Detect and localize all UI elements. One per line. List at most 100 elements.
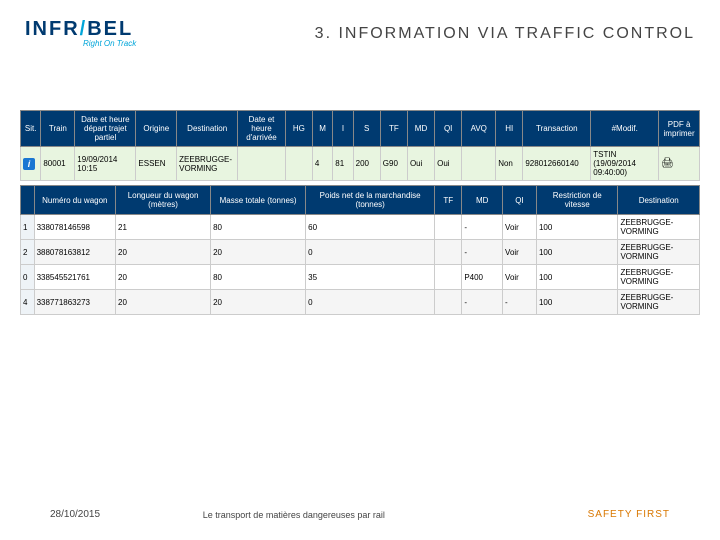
wc-tf [435, 265, 462, 290]
wc-mass: 80 [211, 215, 306, 240]
wc-mass: 20 [211, 290, 306, 315]
hi-cell: Non [496, 147, 523, 181]
wc-dest: ZEEBRUGGE-VORMING [618, 265, 700, 290]
wc-len: 21 [116, 215, 211, 240]
logo-part1: INFR [25, 18, 80, 40]
wc-speed: 100 [536, 265, 617, 290]
qi-cell: Oui [435, 147, 462, 181]
wc-dest: ZEEBRUGGE-VORMING [618, 215, 700, 240]
wagon-row[interactable]: 1 338078146598 21 80 60 - Voir 100 ZEEBR… [21, 215, 700, 240]
wth-n [21, 186, 35, 215]
wc-mass: 80 [211, 265, 306, 290]
wc-md: - [462, 290, 503, 315]
tables-container: Sit. Train Date et heure départ trajet p… [20, 110, 700, 315]
slide: INFR/BEL Right On Track 3. INFORMATION V… [0, 0, 720, 540]
logo-tagline: Right On Track [83, 39, 136, 48]
logo: INFR/BEL Right On Track [25, 18, 136, 48]
th-trans: Transaction [523, 111, 591, 147]
wc-tf [435, 240, 462, 265]
wagon-row[interactable]: 2 388078163812 20 20 0 - Voir 100 ZEEBRU… [21, 240, 700, 265]
th-hg: HG [285, 111, 312, 147]
wc-md: - [462, 240, 503, 265]
wc-net: 0 [306, 290, 435, 315]
th-tf: TF [380, 111, 407, 147]
th-sit: Sit. [21, 111, 41, 147]
wc-wagon: 388078163812 [34, 240, 115, 265]
train-table-head: Sit. Train Date et heure départ trajet p… [21, 111, 700, 147]
dep-cell: 19/09/2014 10:15 [75, 147, 136, 181]
arr-cell [238, 147, 286, 181]
wc-qi[interactable]: Voir [503, 265, 537, 290]
s-cell: 200 [353, 147, 380, 181]
wc-speed: 100 [536, 240, 617, 265]
wc-tf [435, 290, 462, 315]
wagon-table-head: Numéro du wagon Longueur du wagon (mètre… [21, 186, 700, 215]
m-cell: 4 [312, 147, 332, 181]
wc-len: 20 [116, 290, 211, 315]
footer: 28/10/2015 Le transport de matières dang… [0, 509, 720, 520]
th-m: M [312, 111, 332, 147]
th-arr: Date et heure d'arrivée [238, 111, 286, 147]
logo-text: INFR/BEL [25, 18, 136, 41]
wc-net: 0 [306, 240, 435, 265]
wc-n: 1 [21, 215, 35, 240]
wc-len: 20 [116, 240, 211, 265]
modif-cell: TSTIN (19/09/2014 09:40:00) [591, 147, 659, 181]
i-cell: 81 [333, 147, 353, 181]
wc-net: 35 [306, 265, 435, 290]
th-pdf: PDF à imprimer [659, 111, 700, 147]
tf-cell: G90 [380, 147, 407, 181]
wc-speed: 100 [536, 215, 617, 240]
wth-net: Poids net de la marchandise (tonnes) [306, 186, 435, 215]
wagon-row[interactable]: 0 338545521761 20 80 35 P400 Voir 100 ZE… [21, 265, 700, 290]
hg-cell [285, 147, 312, 181]
wc-wagon: 338078146598 [34, 215, 115, 240]
wc-n: 2 [21, 240, 35, 265]
md-cell: Oui [407, 147, 434, 181]
train-row[interactable]: i 80001 19/09/2014 10:15 ESSEN ZEEBRUGGE… [21, 147, 700, 181]
wc-wagon: 338545521761 [34, 265, 115, 290]
th-dest: Destination [177, 111, 238, 147]
th-dep: Date et heure départ trajet partiel [75, 111, 136, 147]
wc-qi: - [503, 290, 537, 315]
wc-mass: 20 [211, 240, 306, 265]
wc-tf [435, 215, 462, 240]
th-modif: #Modif. [591, 111, 659, 147]
footer-safety: SAFETY FIRST [588, 509, 670, 520]
wc-net: 60 [306, 215, 435, 240]
wagon-table: Numéro du wagon Longueur du wagon (mètre… [20, 185, 700, 315]
wc-qi[interactable]: Voir [503, 240, 537, 265]
info-icon[interactable]: i [23, 158, 35, 170]
wth-len: Longueur du wagon (mètres) [116, 186, 211, 215]
th-avq: AVQ [462, 111, 496, 147]
wth-md: MD [462, 186, 503, 215]
wth-speed: Restriction de vitesse [536, 186, 617, 215]
wc-speed: 100 [536, 290, 617, 315]
wc-dest: ZEEBRUGGE-VORMING [618, 240, 700, 265]
wc-n: 4 [21, 290, 35, 315]
dest-cell: ZEEBRUGGE-VORMING [177, 147, 238, 181]
wagon-row[interactable]: 4 338771863273 20 20 0 - - 100 ZEEBRUGGE… [21, 290, 700, 315]
pdf-cell[interactable]: 🖨 [659, 147, 700, 181]
th-orig: Origine [136, 111, 177, 147]
train-cell: 80001 [41, 147, 75, 181]
wc-dest: ZEEBRUGGE-VORMING [618, 290, 700, 315]
print-icon[interactable]: 🖨 [661, 158, 674, 169]
orig-cell: ESSEN [136, 147, 177, 181]
wc-qi[interactable]: Voir [503, 215, 537, 240]
wc-wagon: 338771863273 [34, 290, 115, 315]
wagon-tbody: 1 338078146598 21 80 60 - Voir 100 ZEEBR… [21, 215, 700, 315]
th-train: Train [41, 111, 75, 147]
wth-tf: TF [435, 186, 462, 215]
trans-cell: 928012660140 [523, 147, 591, 181]
train-summary-table: Sit. Train Date et heure départ trajet p… [20, 110, 700, 181]
footer-caption: Le transport de matières dangereuses par… [0, 510, 588, 520]
wth-wagon: Numéro du wagon [34, 186, 115, 215]
th-hi: HI [496, 111, 523, 147]
wc-md: - [462, 215, 503, 240]
wc-md: P400 [462, 265, 503, 290]
wth-qi: QI [503, 186, 537, 215]
logo-part2: BEL [87, 18, 133, 40]
info-cell[interactable]: i [21, 147, 41, 181]
avq-cell [462, 147, 496, 181]
